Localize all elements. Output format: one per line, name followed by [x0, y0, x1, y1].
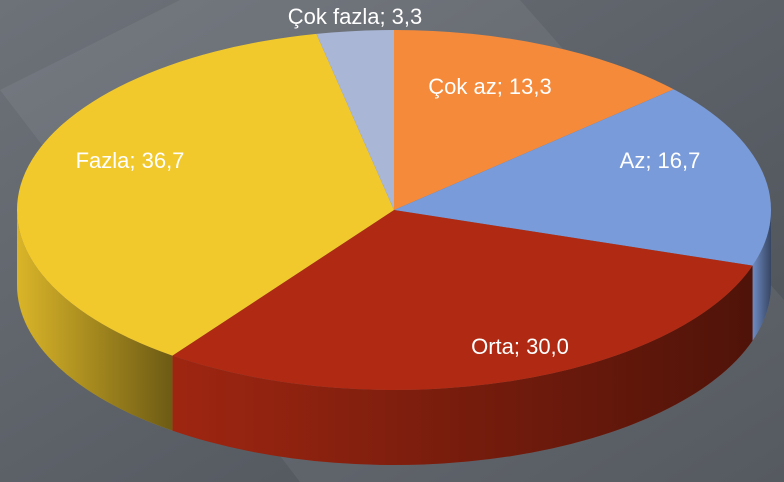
- data-label: Orta; 30,0: [471, 334, 569, 359]
- slice: [394, 30, 674, 210]
- data-label: Fazla; 36,7: [76, 148, 185, 173]
- slice: [16, 33, 395, 356]
- data-label: Çok az; 13,3: [428, 74, 552, 99]
- slice: [172, 210, 753, 390]
- slice-side-shade: [752, 210, 771, 341]
- slice: [394, 89, 771, 266]
- data-label: Çok fazla; 3,3: [288, 4, 423, 29]
- slice: [316, 30, 394, 210]
- slice-side-shade: [17, 210, 173, 431]
- slice-side-shade: [172, 265, 753, 465]
- data-label: Az; 16,7: [620, 148, 701, 173]
